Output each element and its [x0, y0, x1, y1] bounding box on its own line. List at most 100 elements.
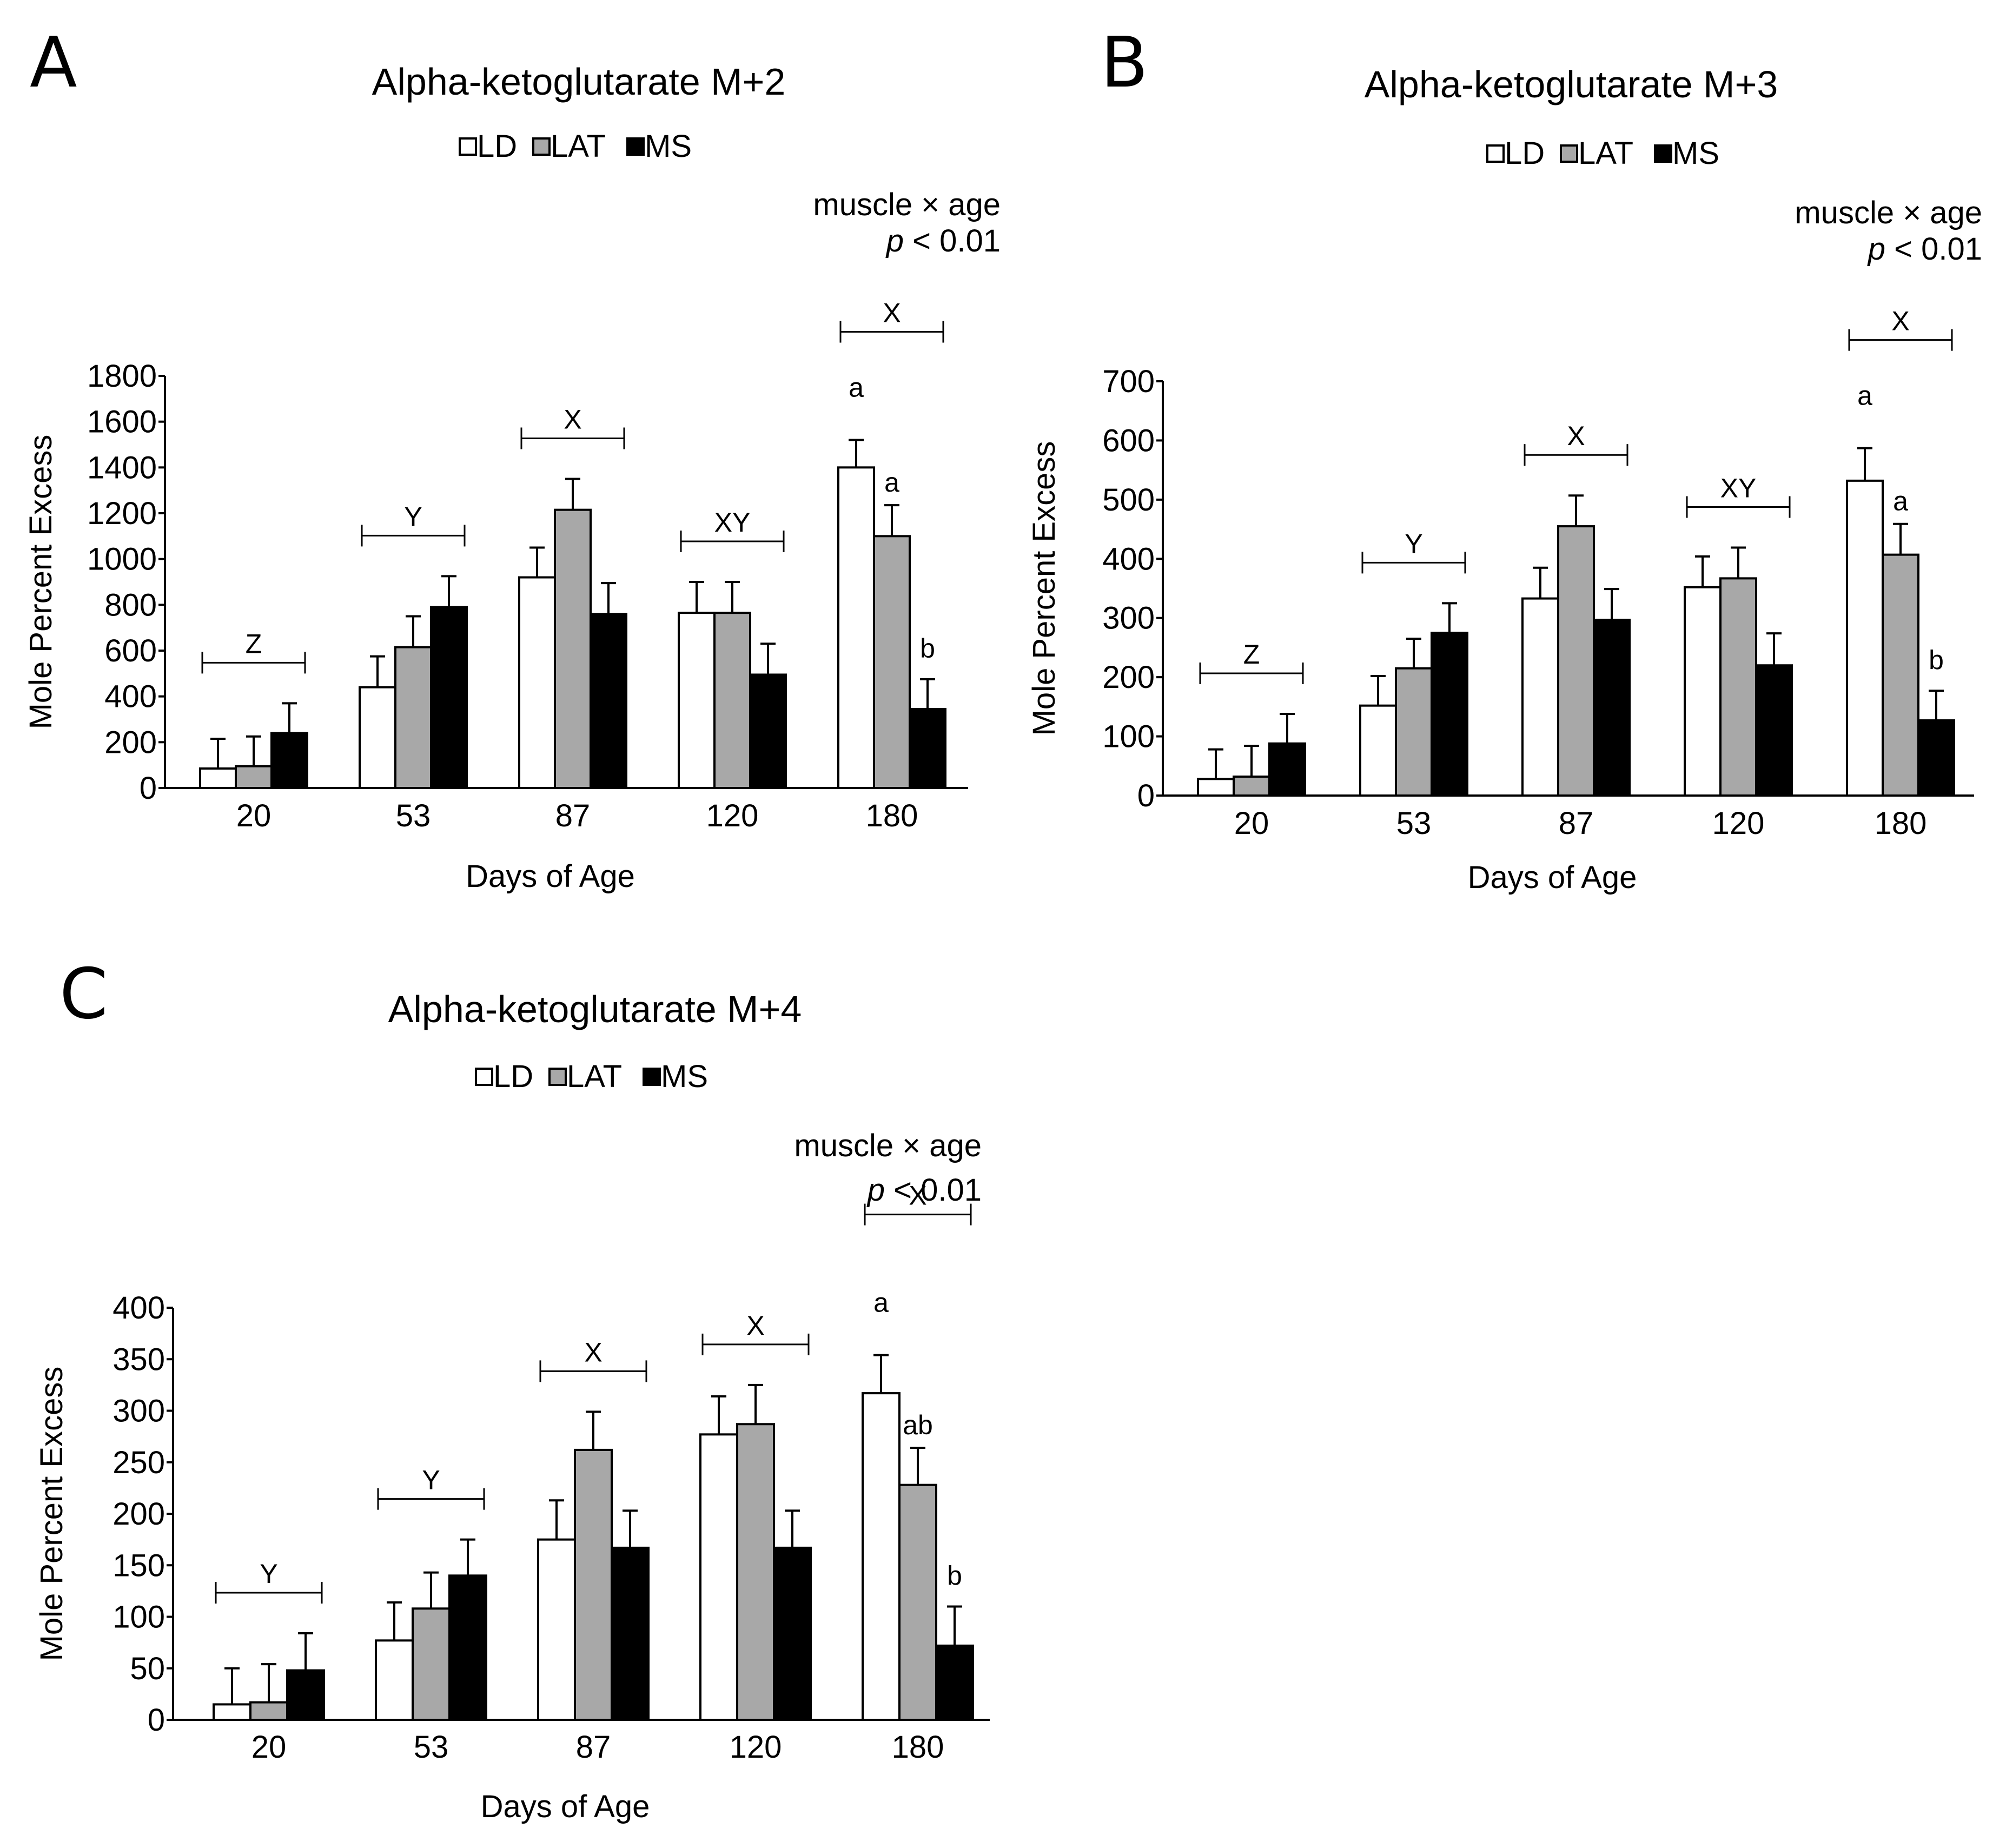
legend-label-ld: LD [493, 1059, 533, 1094]
group-significance-letter: Y [1405, 528, 1422, 559]
x-tick-label: 87 [576, 1730, 611, 1765]
bar-lat-120 [1719, 577, 1757, 797]
y-tick-label: 0 [1137, 778, 1155, 813]
legend-label-lat: LAT [1578, 136, 1633, 171]
legend-swatch-ld [459, 137, 477, 156]
y-tick-label: 1200 [87, 496, 157, 531]
bar-significance-letter: ab [903, 1410, 933, 1440]
bar-group-87 [518, 478, 627, 790]
group-bracket-20: Y [215, 1559, 323, 1604]
group-significance-letter: XY [714, 507, 751, 538]
bar-ms-120 [773, 1546, 812, 1721]
y-tick-label: 200 [1102, 660, 1155, 695]
bar-significance-letter: b [1929, 645, 1944, 675]
panel-letter: A [30, 23, 77, 103]
x-axis-label: Days of Age [481, 1789, 650, 1824]
y-tick-label: 400 [1102, 541, 1155, 577]
panel-letter: C [59, 954, 108, 1035]
bar-lat-53 [412, 1607, 451, 1721]
group-significance-letter: Z [246, 628, 262, 659]
group-bracket-87: X [1524, 421, 1628, 466]
group-bracket-120: XY [680, 507, 785, 552]
legend-swatch-ms [643, 1068, 661, 1086]
legend-swatch-lat [532, 137, 551, 156]
chart-legend: LD LAT MS [1486, 136, 1719, 171]
stats-p-threshold: < 0.01 [885, 1173, 982, 1208]
group-significance-letter: X [1891, 306, 1909, 336]
legend-label-ms: MS [661, 1059, 708, 1094]
group-bracket-120: XY [1686, 473, 1791, 518]
legend-label-ms: MS [1672, 136, 1719, 171]
stats-p-threshold: < 0.01 [1885, 231, 1982, 267]
bar-significance-letter: a [884, 467, 899, 498]
legend-label-ms: MS [645, 129, 692, 164]
bar-ld-20 [1197, 778, 1235, 797]
x-tick-label: 180 [866, 798, 918, 833]
group-bracket-87: X [520, 405, 625, 449]
group-significance-letter: X [909, 1181, 926, 1211]
chart-panel-b: B Alpha-ketoglutarate M+3 LD LAT MS muscle × … [1027, 23, 1982, 895]
bar-lat-53 [1395, 667, 1433, 797]
x-tick-label: 180 [1875, 806, 1927, 841]
bar-ms-53 [448, 1574, 487, 1721]
legend-swatch-ld [475, 1068, 493, 1086]
y-tick-label: 800 [104, 587, 157, 622]
y-tick-label: 350 [112, 1342, 165, 1377]
bar-group-53 [1359, 602, 1468, 797]
stats-effect-label: muscle × age [794, 1128, 982, 1163]
bar-ms-20 [270, 732, 308, 790]
bar-group-53 [359, 575, 468, 790]
chart-title: Alpha-ketoglutarate M+2 [372, 61, 786, 103]
y-tick-label: 100 [1102, 719, 1155, 754]
y-tick-label: 150 [112, 1548, 165, 1583]
bar-lat-87 [574, 1448, 613, 1721]
chart-panel-c: C Alpha-ketoglutarate M+4 LD LAT MS muscle × … [34, 954, 990, 1824]
stats-p-value: p < 0.01 [1867, 231, 1982, 267]
bar-ms-120 [1755, 664, 1793, 797]
group-significance-letter: Y [422, 1465, 440, 1495]
legend-label-ld: LD [1505, 136, 1545, 171]
group-significance-letter: Z [1243, 639, 1260, 670]
bar-lat-180 [898, 1483, 937, 1721]
y-axis-label: Mole Percent Excess [23, 435, 58, 730]
x-tick-label: 20 [251, 1730, 287, 1765]
y-tick-label: 600 [1102, 423, 1155, 458]
bar-ld-180 [837, 466, 875, 789]
x-tick-label: 120 [730, 1730, 782, 1765]
bar-group-20 [199, 702, 308, 790]
stats-p-value: p < 0.01 [866, 1173, 982, 1208]
y-tick-label: 0 [148, 1703, 165, 1738]
x-tick-label: 87 [555, 798, 591, 833]
y-tick-label: 250 [112, 1445, 165, 1480]
bar-ld-53 [359, 686, 396, 789]
bar-group-180: a a b [837, 373, 946, 789]
group-bracket-20: Z [201, 628, 306, 674]
y-tick-label: 1800 [87, 359, 157, 394]
bar-lat-20 [249, 1701, 288, 1721]
y-tick-label: 1400 [87, 450, 157, 485]
bar-ld-53 [375, 1639, 414, 1721]
group-significance-letter: X [746, 1310, 764, 1341]
y-tick-label: 400 [104, 679, 157, 714]
y-tick-label: 700 [1102, 364, 1155, 399]
group-bracket-53: Y [1361, 528, 1466, 574]
bar-lat-180 [1882, 553, 1919, 797]
bar-group-53 [375, 1538, 487, 1721]
bar-ld-53 [1359, 704, 1397, 797]
y-tick-label: 300 [1102, 601, 1155, 636]
bar-ms-20 [286, 1669, 325, 1721]
x-tick-label: 53 [414, 1730, 449, 1765]
chart-title: Alpha-ketoglutarate M+3 [1365, 63, 1778, 105]
bar-lat-87 [554, 508, 592, 789]
group-bracket-180: X [1848, 306, 1953, 351]
legend-swatch-ld [1486, 144, 1505, 163]
group-significance-letter: X [1567, 421, 1585, 451]
x-tick-label: 180 [892, 1730, 944, 1765]
bar-lat-180 [873, 535, 911, 789]
legend-label-lat: LAT [551, 129, 606, 164]
legend-swatch-lat [548, 1068, 567, 1086]
x-tick-label: 53 [396, 798, 431, 833]
bar-ms-87 [611, 1546, 650, 1721]
bar-ld-87 [1521, 597, 1559, 797]
